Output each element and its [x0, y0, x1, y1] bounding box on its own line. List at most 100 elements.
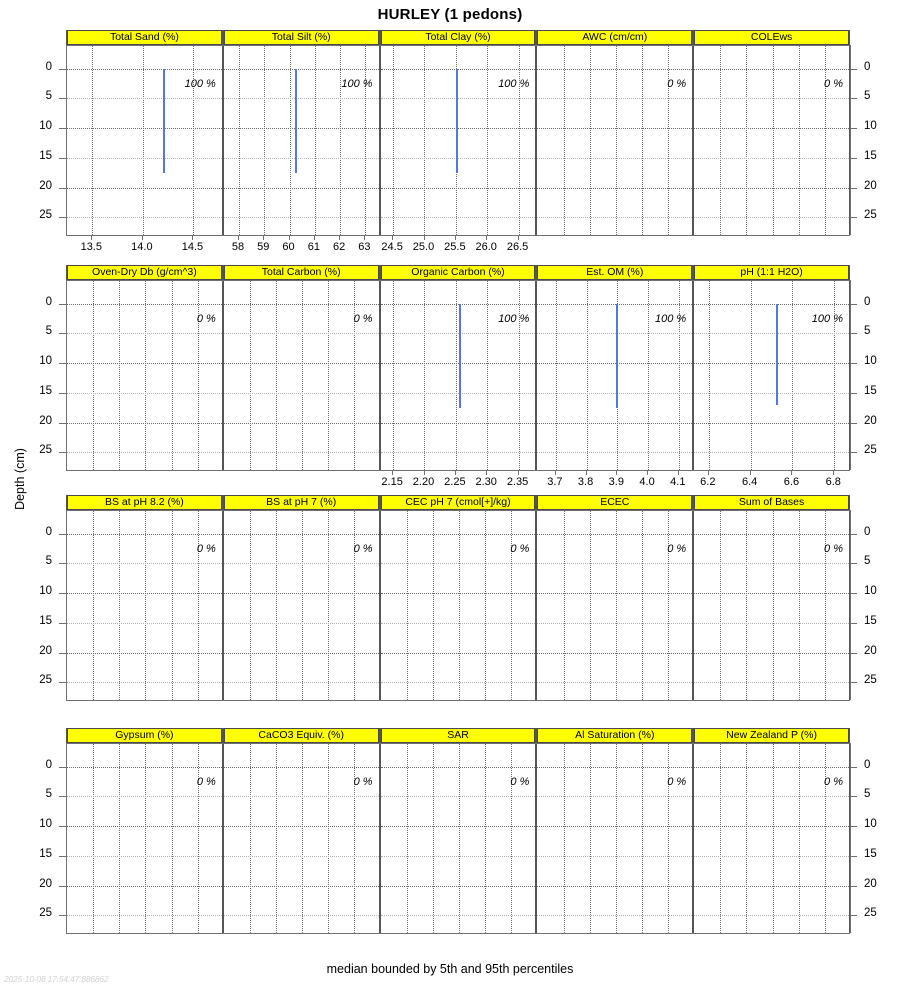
property-panel: BS at pH 8.2 (%) 0 %: [66, 495, 223, 700]
panel-plot-area: 0 %: [537, 45, 693, 235]
property-panel: Total Clay (%) 100 %: [379, 30, 537, 235]
vertical-gridline: [668, 743, 670, 933]
depth-tick-label-left: 25: [39, 209, 52, 222]
depth-tick-label-right: 0: [864, 60, 871, 73]
vertical-gridline: [563, 45, 565, 235]
vertical-gridline: [424, 280, 426, 470]
panel-plot-area: 100 %: [380, 280, 536, 470]
depth-tick-right: [850, 563, 857, 565]
depth-tick-label-left: 10: [39, 818, 52, 831]
vertical-gridline: [171, 510, 173, 700]
data-coverage-annotation: 0 %: [667, 775, 687, 788]
vertical-gridline: [615, 743, 617, 933]
x-axis-tick: [517, 470, 519, 475]
vertical-gridline: [93, 743, 95, 933]
depth-tick-label-right: 10: [864, 818, 877, 831]
depth-tick-right: [850, 766, 857, 768]
horizontal-gridline: [67, 563, 222, 565]
depth-tick-left: [59, 98, 66, 100]
horizontal-gridline: [694, 157, 849, 159]
panel-plot-area: 100 %: [67, 45, 222, 235]
horizontal-gridline: [537, 622, 693, 624]
depth-tick-label-right: 25: [864, 209, 877, 222]
horizontal-gridline: [537, 593, 693, 595]
horizontal-gridline: [537, 68, 693, 70]
depth-tick-label-left: 5: [45, 90, 52, 103]
x-axis-tick: [647, 470, 649, 475]
horizontal-gridline: [380, 652, 536, 654]
page-title: HURLEY (1 pedons): [377, 6, 523, 23]
x-axis-tick: [707, 470, 709, 475]
data-coverage-annotation: 0 %: [353, 542, 373, 555]
data-coverage-annotation: 100 %: [498, 312, 530, 325]
vertical-gridline: [720, 510, 722, 700]
vertical-gridline: [432, 510, 434, 700]
x-axis-tick: [263, 235, 265, 240]
depth-tick-right: [850, 915, 857, 917]
vertical-gridline: [615, 510, 617, 700]
property-panel: pH (1:1 H2O) 100 %: [693, 265, 850, 470]
depth-tick-left: [59, 652, 66, 654]
x-axis-tick: [339, 235, 341, 240]
vertical-gridline: [393, 45, 395, 235]
x-axis-tick: [237, 235, 239, 240]
depth-tick-label-left: 5: [45, 555, 52, 568]
depth-tick-right: [850, 68, 857, 70]
horizontal-gridline: [380, 392, 536, 394]
horizontal-gridline: [223, 885, 379, 887]
depth-tick-label-left: 15: [39, 847, 52, 860]
depth-tick-left: [59, 422, 66, 424]
x-axis-tick-label: 6.8: [825, 476, 841, 488]
depth-tick-label-right: 15: [864, 384, 877, 397]
vertical-gridline: [511, 510, 513, 700]
depth-tick-left: [59, 796, 66, 798]
x-axis-tick-label: 6.4: [741, 476, 758, 488]
x-axis-tick-label: 26.0: [475, 241, 497, 253]
property-panel: New Zealand P (%) 0 %: [693, 728, 850, 933]
vertical-gridline: [302, 510, 304, 700]
property-panel: Total Silt (%) 100 %: [222, 30, 380, 235]
panel-title: Organic Carbon (%): [380, 265, 536, 280]
vertical-gridline: [518, 45, 520, 235]
vertical-gridline: [171, 280, 173, 470]
data-coverage-annotation: 100 %: [184, 77, 216, 90]
depth-tick-right: [850, 452, 857, 454]
panel-title: CEC pH 7 (cmol[+]/kg): [380, 495, 536, 510]
depth-tick-label-right: 15: [864, 614, 877, 627]
horizontal-gridline: [67, 187, 222, 189]
property-panel: Al Saturation (%) 0 %: [536, 728, 694, 933]
vertical-gridline: [197, 280, 199, 470]
property-panel: Total Sand (%) 100 %: [66, 30, 223, 235]
horizontal-gridline: [694, 303, 849, 305]
x-axis-tick-label: 4.1: [670, 476, 686, 488]
vertical-gridline: [119, 510, 121, 700]
depth-tick-left: [59, 363, 66, 365]
horizontal-gridline: [537, 303, 693, 305]
depth-axis-spine-right: [850, 280, 851, 470]
depth-tick-right: [850, 392, 857, 394]
vertical-gridline: [648, 280, 650, 470]
depth-tick-label-right: 25: [864, 674, 877, 687]
vertical-gridline: [589, 45, 591, 235]
horizontal-gridline: [67, 157, 222, 159]
median-depth-line: [458, 303, 461, 408]
x-axis-tick: [585, 470, 587, 475]
vertical-gridline: [772, 510, 774, 700]
panel-title: Total Sand (%): [67, 30, 222, 45]
x-axis-tick-label: 61: [307, 241, 320, 253]
x-axis-tick: [486, 235, 488, 240]
horizontal-gridline: [223, 593, 379, 595]
x-axis-tick: [288, 235, 290, 240]
x-axis-tick: [517, 235, 519, 240]
horizontal-gridline: [67, 533, 222, 535]
property-panel: Organic Carbon (%) 100 %: [379, 265, 537, 470]
horizontal-gridline: [223, 766, 379, 768]
depth-tick-right: [850, 885, 857, 887]
depth-tick-right: [850, 682, 857, 684]
x-axis-tick: [454, 235, 456, 240]
vertical-gridline: [589, 743, 591, 933]
vertical-gridline: [586, 280, 588, 470]
horizontal-gridline: [380, 915, 536, 917]
horizontal-gridline: [223, 392, 379, 394]
depth-axis-spine-left: [66, 45, 67, 235]
